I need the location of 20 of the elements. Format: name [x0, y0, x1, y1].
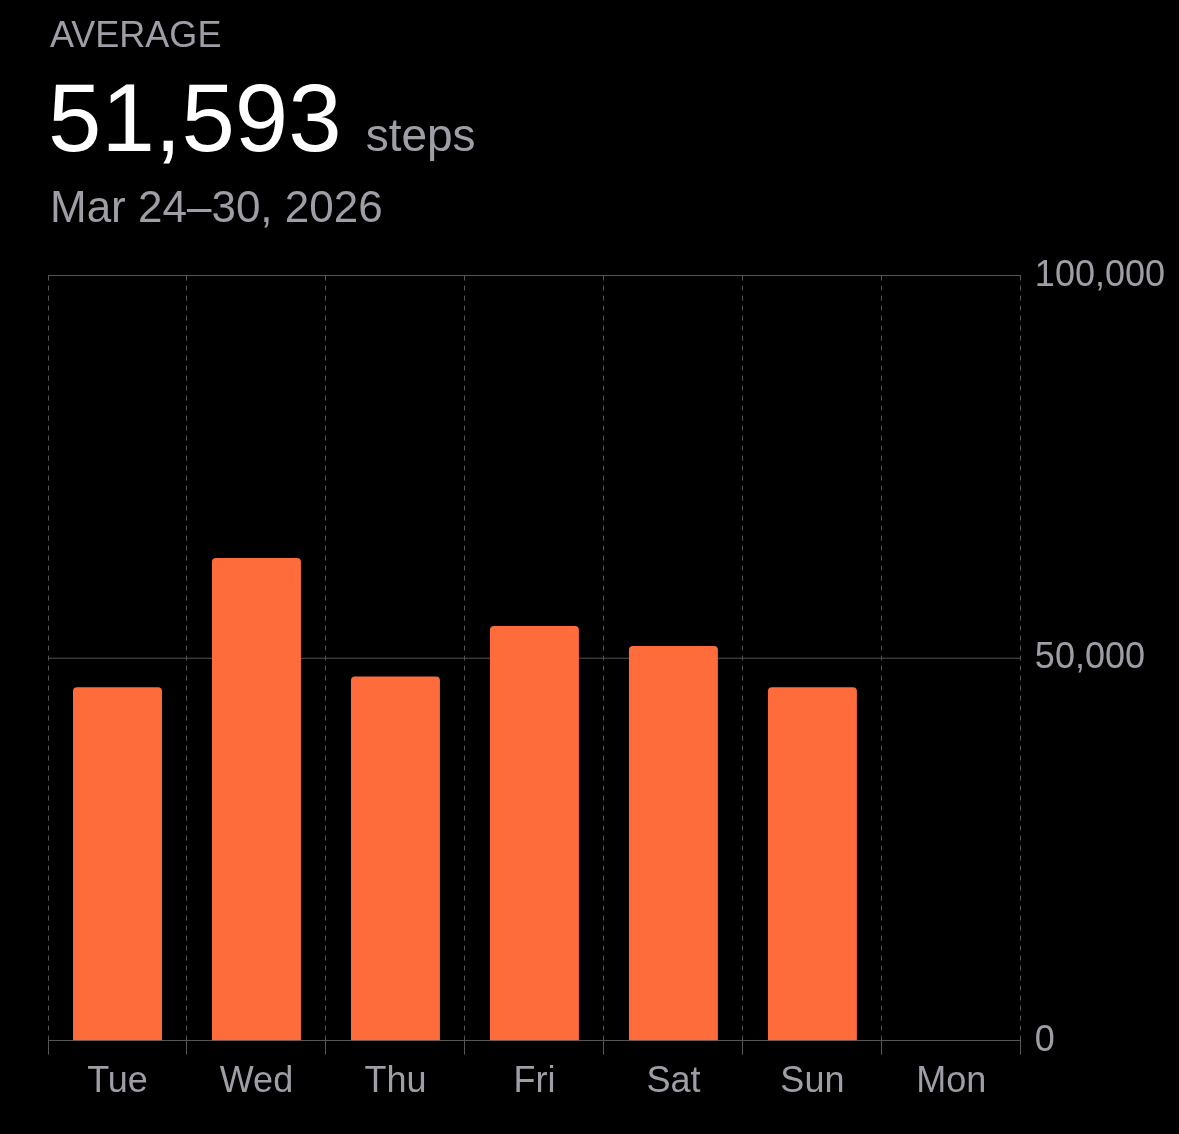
bar [350, 676, 440, 1041]
x-tick-label: Fri [513, 1059, 556, 1101]
bar [212, 557, 301, 1041]
y-tick-label: 0 [1034, 1017, 1055, 1059]
y-tick-label: 50,000 [1034, 635, 1145, 677]
bar [767, 687, 857, 1041]
x-tick-label: Sun [780, 1059, 845, 1101]
bar [489, 626, 579, 1041]
x-tick-label: Mon [916, 1059, 987, 1101]
chart-subtitle: Mar 24–30, 2026 [50, 182, 383, 232]
bar [73, 687, 162, 1041]
x-tick-label: Sat [646, 1059, 701, 1101]
bar [628, 645, 718, 1041]
x-tick-label: Thu [364, 1059, 427, 1101]
x-tick-label: Tue [87, 1059, 148, 1101]
y-tick-label: 100,000 [1034, 252, 1166, 294]
x-tick-label: Wed [219, 1059, 294, 1101]
text: 51,593 [48, 64, 342, 171]
chart-title: AVERAGE [50, 14, 222, 56]
text: steps [365, 109, 476, 161]
